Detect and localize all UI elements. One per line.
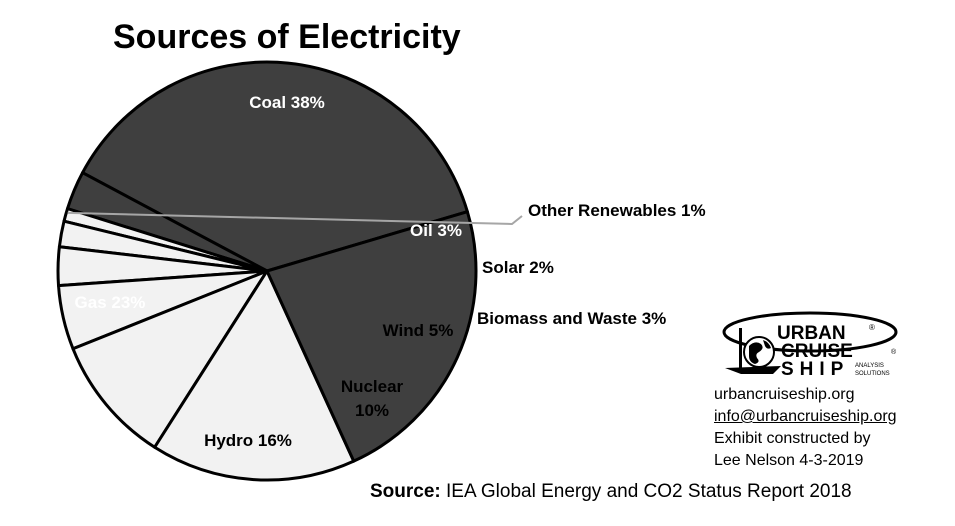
credit-line-2: Lee Nelson 4-3-2019 [714, 452, 864, 469]
logo-tag-solutions: SOLUTIONS [855, 371, 890, 377]
label-gas: Gas 23% [75, 293, 146, 312]
chart-title: Sources of Electricity [113, 18, 461, 56]
slice-nuclear [71, 269, 269, 449]
logo-ring [722, 311, 898, 353]
ship-icon [725, 366, 781, 374]
leader-lines [67, 211, 523, 226]
ship-mast [739, 328, 742, 368]
label-biomass-and-waste: Biomass and Waste 3% [477, 309, 666, 328]
logo-line-urban: URBAN [777, 323, 846, 344]
email-link[interactable]: info@urbancruiseship.org [714, 408, 897, 425]
source-text: IEA Global Energy and CO2 Status Report … [446, 481, 852, 502]
label-nuclear: Nuclear 10% [341, 377, 404, 420]
website-text: urbancruiseship.org [714, 386, 855, 403]
label-coal: Coal 38% [249, 93, 325, 112]
label-hydro: Hydro 16% [204, 431, 292, 450]
slice-coal [81, 60, 469, 273]
slice-labels: Coal 38% Oil 3% Other Renewables 1% Solar 2… [75, 93, 706, 450]
label-other-renewables: Other Renewables 1% [528, 201, 706, 220]
slice-gas [265, 210, 478, 463]
logo-registered-mark: ® [869, 323, 875, 332]
label-oil: Oil 3% [410, 221, 462, 240]
leader-other-renewables [67, 211, 523, 226]
label-wind: Wind 5% [383, 321, 454, 340]
logo-tag-analysis: ANALYSIS [855, 363, 884, 369]
urban-cruise-ship-logo: URBAN CRUISE SHIP ANALYSIS SOLUTIONS ® ® [722, 311, 898, 380]
globe-continents [749, 340, 771, 364]
source-line: Source: IEA Global Energy and CO2 Status… [370, 481, 852, 503]
logo-registered-mark-2: ® [891, 348, 897, 356]
logo-line-ship: SHIP [781, 359, 849, 380]
logo-line-cruise: CRUISE [781, 341, 853, 362]
slice-hydro [153, 269, 356, 482]
credit-line-1: Exhibit constructed by [714, 430, 871, 447]
source-label: Source: [370, 481, 441, 502]
label-solar: Solar 2% [482, 258, 554, 277]
pie-slices [56, 60, 478, 482]
